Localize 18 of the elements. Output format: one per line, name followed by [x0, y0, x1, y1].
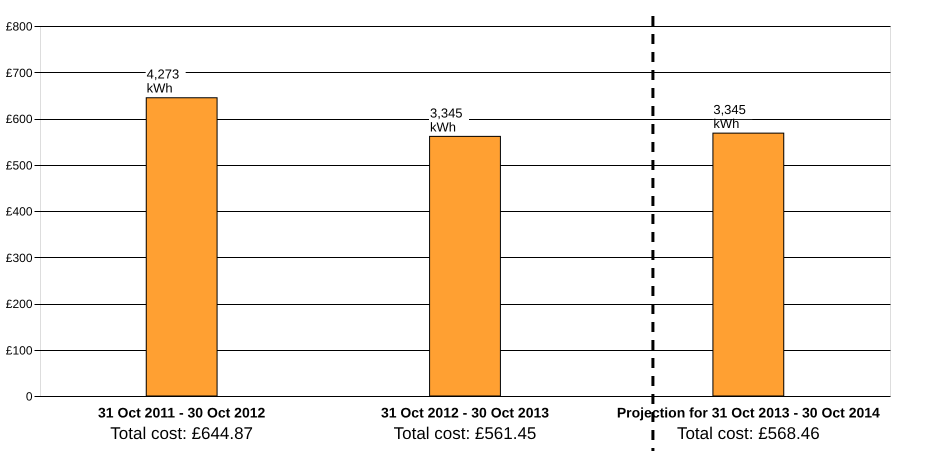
- y-tick-label: £100: [6, 343, 33, 358]
- data-label: Total cost: £561.45: [394, 424, 536, 443]
- y-tick-label: 0: [26, 390, 33, 404]
- y-tick-label: £700: [6, 66, 33, 80]
- y-tick-label: £800: [6, 20, 33, 34]
- y-tick-label: £300: [6, 250, 33, 265]
- y-tick-label: £200: [6, 297, 33, 311]
- x-tick-label: 31 Oct 2011 - 30 Oct 2012: [98, 404, 266, 420]
- annotation: 3,345 kWh: [430, 105, 463, 134]
- y-tick-label: £400: [6, 204, 33, 218]
- x-tick-label: 31 Oct 2012 - 30 Oct 2013: [380, 404, 550, 420]
- annotation: 4,273 kWh: [146, 66, 180, 96]
- y-tick-label: £500: [6, 158, 33, 172]
- data-label: Total cost: £568.46: [676, 424, 820, 443]
- annotation: 3,345 kWh: [713, 102, 746, 132]
- x-tick-label: Projection for 31 Oct 2013 - 30 Oct 2014: [616, 404, 880, 420]
- data-label: Total cost: £644.87: [110, 424, 254, 443]
- y-tick-label: £600: [6, 112, 33, 126]
